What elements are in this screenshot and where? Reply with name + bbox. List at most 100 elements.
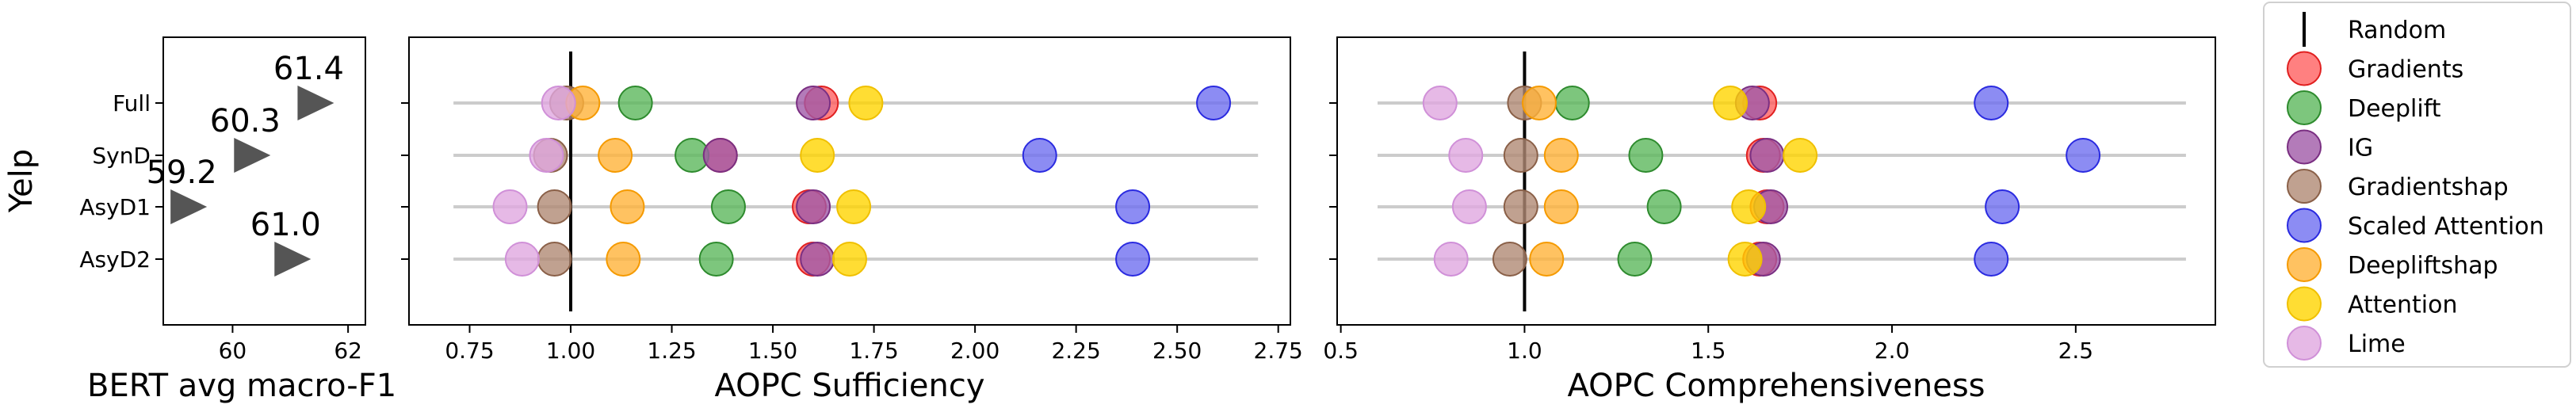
sufficiency-point-scaled-attention-asyd2: [1115, 242, 1151, 277]
bert-f1-axis-label: BERT avg macro-F1: [87, 368, 396, 404]
legend-item-lime: Lime: [2287, 326, 2406, 361]
bert-f1-panel: Full SynD AsyD1 AsyD2 60 62 61.4 60.3 59.2 61.0…: [3, 36, 396, 404]
comprehensiveness-point-scaled-attention-full: [1974, 86, 2009, 120]
legend-item-ig: IG: [2287, 129, 2373, 165]
comprehensiveness-frame: [1336, 36, 2216, 326]
sufficiency-point-deepliftshap-synd: [598, 138, 633, 173]
bert-f1-x-tick-label-60: 60: [219, 338, 247, 364]
dataset-axis-label: Yelp: [3, 149, 40, 213]
legend-item-random: Random: [2303, 12, 2446, 47]
comprehensiveness-point-deeplift-synd: [1628, 138, 1664, 173]
legend-label-random: Random: [2348, 17, 2446, 44]
sufficiency-point-gradientshap-asyd1: [537, 189, 572, 224]
sufficiency-x-tick-label-2-00: 2.00: [950, 338, 999, 364]
sufficiency-x-tick-label-1-00: 1.00: [546, 338, 595, 364]
legend-item-scaled-attention: Scaled Attention: [2287, 208, 2544, 243]
legend-label-deepliftshap: Deepliftshap: [2348, 252, 2498, 280]
comprehensiveness-point-lime-synd: [1448, 138, 1484, 173]
sufficiency-point-lime-synd: [529, 138, 564, 173]
sufficiency-panel: 0.75 1.00 1.25 1.50 1.75 2.00 2.25 2.50 2.75 AOP…: [401, 36, 1303, 404]
sufficiency-point-deeplift-full: [617, 86, 653, 120]
bert-f1-marks: 61.4 60.3 59.2 61.0: [147, 51, 344, 277]
legend-item-attention: Attention: [2287, 286, 2457, 322]
legend-label-deeplift: Deeplift: [2348, 95, 2441, 123]
bert-f1-x-axis: 60 62: [219, 325, 362, 364]
legend-swatch-attention: [2287, 286, 2322, 322]
sufficiency-x-axis: 0.75 1.00 1.25 1.50 1.75 2.00 2.25 2.50 2.75: [445, 325, 1303, 364]
legend-swatch-ig: [2287, 129, 2322, 165]
legend-swatch-gradientshap: [2287, 169, 2322, 204]
comprehensiveness-point-deeplift-full: [1554, 86, 1590, 120]
legend-label-gradients: Gradients: [2348, 56, 2463, 84]
comprehensiveness-point-scaled-attention-asyd2: [1974, 242, 2009, 277]
bert-f1-frame: [162, 36, 366, 326]
bert-f1-marker-synd: [234, 138, 271, 173]
legend-frame: [2263, 2, 2571, 368]
sufficiency-point-attention-asyd1: [836, 189, 872, 224]
comprehensiveness-point-scaled-attention-asyd1: [1985, 189, 2020, 224]
sufficiency-x-tick-label-2-75: 2.75: [1254, 338, 1303, 364]
sufficiency-point-scaled-attention-full: [1196, 86, 1232, 120]
sufficiency-point-lime-asyd2: [504, 242, 540, 277]
comprehensiveness-point-deeplift-asyd2: [1617, 242, 1653, 277]
legend-label-scaled-attention: Scaled Attention: [2348, 213, 2544, 241]
legend-item-deepliftshap: Deepliftshap: [2287, 247, 2498, 282]
legend-item-gradientshap: Gradientshap: [2287, 169, 2509, 204]
legend-label-ig: IG: [2348, 135, 2373, 162]
sufficiency-frame: [408, 36, 1291, 326]
comprehensiveness-point-ig-synd: [1749, 138, 1785, 173]
sufficiency-x-tick-label-2-50: 2.50: [1152, 338, 1202, 364]
sufficiency-point-attention-synd: [800, 138, 835, 173]
comprehensiveness-point-deepliftshap-asyd1: [1543, 189, 1579, 224]
legend-label-attention: Attention: [2348, 292, 2457, 319]
sufficiency-x-tick-label-2-25: 2.25: [1051, 338, 1100, 364]
legend-swatch-deepliftshap: [2287, 247, 2322, 282]
comprehensiveness-point-lime-asyd1: [1451, 189, 1487, 224]
comprehensiveness-point-deeplift-asyd1: [1646, 189, 1682, 224]
legend-item-gradients: Gradients: [2287, 51, 2463, 86]
comprehensiveness-point-lime-asyd2: [1433, 242, 1469, 277]
comprehensiveness-point-scaled-attention-synd: [2066, 138, 2101, 173]
bert-f1-value-label-asyd2: 61.0: [250, 207, 321, 243]
sufficiency-x-tick-label-1-50: 1.50: [748, 338, 797, 364]
comprehensiveness-point-attention-full: [1713, 86, 1749, 120]
comprehensiveness-point-attention-asyd2: [1727, 242, 1763, 277]
legend: Random Gradients Deeplift IG Gradientshap Sca…: [2263, 2, 2571, 368]
sufficiency-row-lines: [453, 101, 1259, 261]
sufficiency-point-attention-full: [848, 86, 884, 120]
comprehensiveness-marks: [1422, 52, 2101, 311]
sufficiency-point-gradientshap-asyd2: [537, 242, 572, 277]
sufficiency-point-ig-synd: [702, 138, 738, 173]
sufficiency-point-scaled-attention-synd: [1022, 138, 1057, 173]
category-axis: Full SynD AsyD1 AsyD2: [79, 90, 163, 273]
legend-label-lime: Lime: [2348, 330, 2406, 358]
sufficiency-point-lime-asyd1: [492, 189, 528, 224]
sufficiency-category-ticks: [401, 102, 409, 260]
comprehensiveness-x-tick-label-2-0: 2.0: [1875, 338, 1910, 364]
sufficiency-point-attention-asyd2: [832, 242, 867, 277]
comprehensiveness-point-deepliftshap-full: [1521, 86, 1557, 120]
comprehensiveness-x-tick-label-2-5: 2.5: [2058, 338, 2094, 364]
sufficiency-point-ig-asyd2: [800, 242, 835, 277]
sufficiency-x-tick-label-0-75: 0.75: [445, 338, 494, 364]
sufficiency-point-ig-full: [796, 86, 831, 120]
comprehensiveness-category-ticks: [1329, 102, 1337, 260]
sufficiency-x-tick-label-1-75: 1.75: [849, 338, 898, 364]
sufficiency-axis-label: AOPC Sufficiency: [714, 368, 984, 404]
legend-label-gradientshap: Gradientshap: [2348, 174, 2509, 201]
comprehensiveness-point-attention-synd: [1783, 138, 1818, 173]
legend-item-deeplift: Deeplift: [2287, 90, 2441, 125]
comprehensiveness-point-gradientshap-asyd1: [1503, 189, 1538, 224]
legend-swatch-lime: [2287, 326, 2322, 361]
comprehensiveness-point-deepliftshap-asyd2: [1529, 242, 1565, 277]
bert-f1-marker-full: [297, 86, 334, 120]
bert-f1-marker-asyd1: [170, 189, 208, 224]
comprehensiveness-x-axis: 0.5 1.0 1.5 2.0 2.5: [1323, 325, 2093, 364]
comprehensiveness-x-tick-label-0-5: 0.5: [1323, 338, 1359, 364]
comprehensiveness-point-gradientshap-asyd2: [1492, 242, 1527, 277]
comprehensiveness-row-lines: [1377, 101, 2186, 261]
bert-f1-value-label-synd: 60.3: [210, 103, 281, 139]
comprehensiveness-point-gradientshap-synd: [1503, 138, 1538, 173]
sufficiency-point-scaled-attention-asyd1: [1115, 189, 1151, 224]
